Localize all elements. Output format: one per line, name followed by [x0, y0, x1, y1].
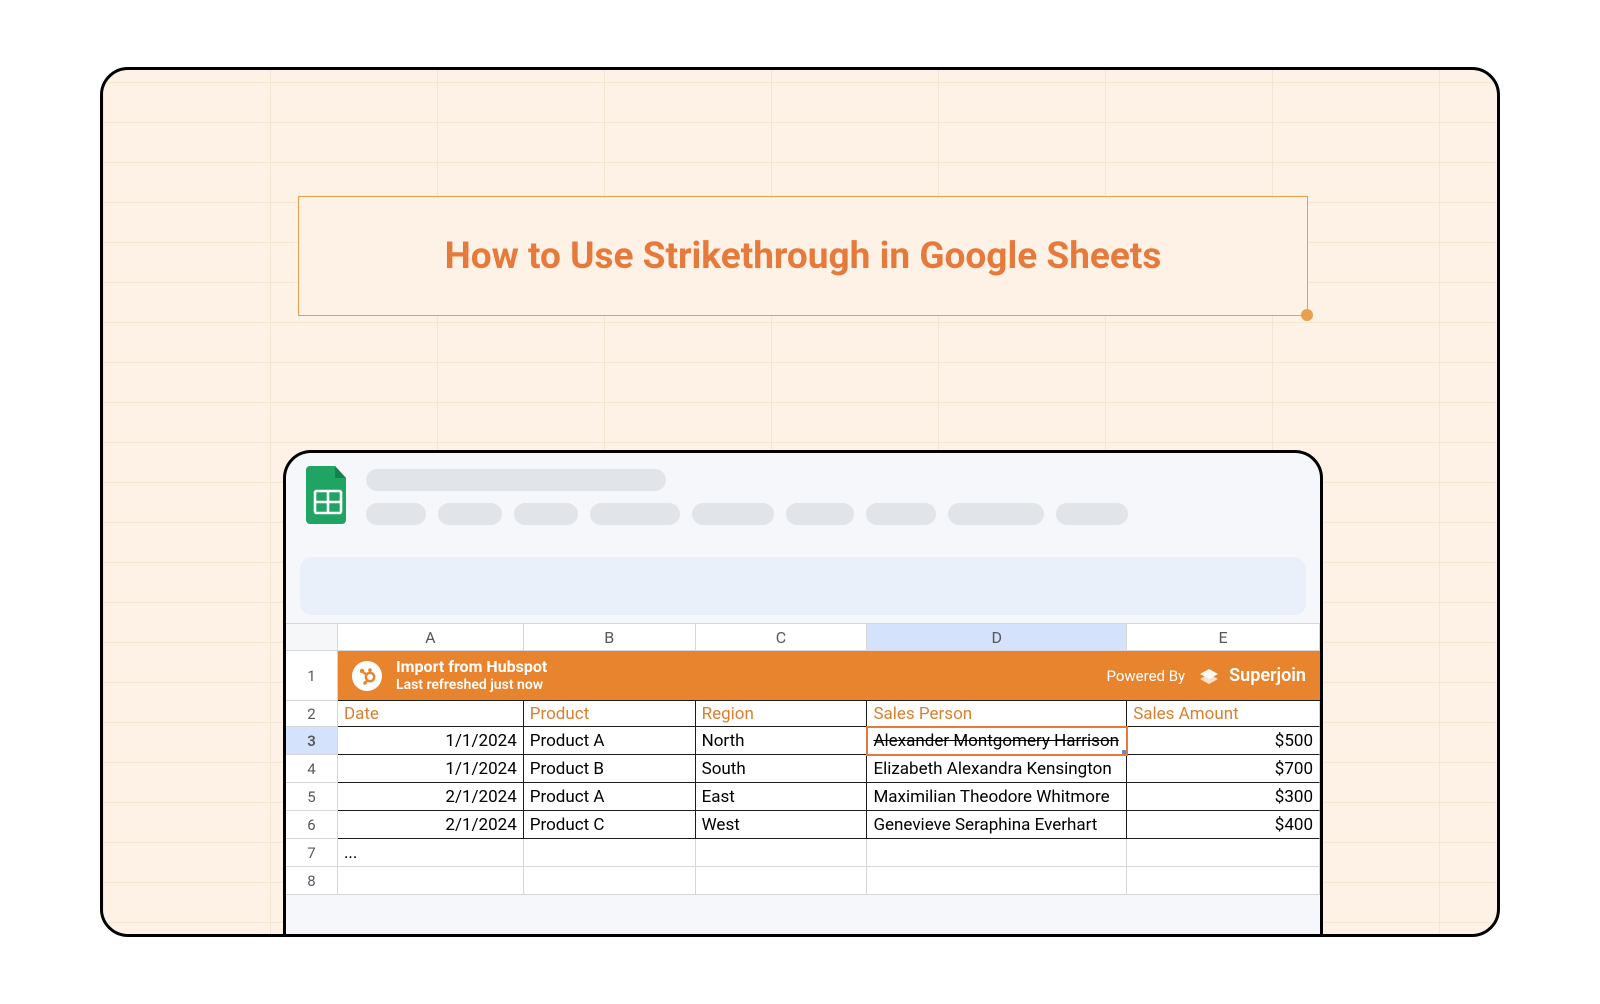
cell-empty[interactable] — [524, 839, 696, 867]
row-number[interactable]: 3 — [286, 727, 338, 755]
cell-sales-person[interactable]: Alexander Montgomery Harrison — [867, 727, 1127, 755]
header-date[interactable]: Date — [338, 701, 524, 727]
cell-region[interactable]: West — [696, 811, 868, 839]
row-number[interactable]: 1 — [286, 651, 338, 701]
cell-empty[interactable] — [867, 867, 1127, 895]
cell-date[interactable]: 2/1/2024 — [338, 783, 524, 811]
google-sheets-icon — [304, 465, 352, 525]
cell-product[interactable]: Product B — [524, 755, 696, 783]
cell-empty[interactable] — [1127, 839, 1320, 867]
table-row: 41/1/2024Product BSouthElizabeth Alexand… — [286, 755, 1320, 783]
menu-placeholders — [366, 503, 1302, 525]
menu-placeholder — [1056, 503, 1128, 525]
banner-text: Import from Hubspot Last refreshed just … — [396, 657, 1106, 695]
row-number[interactable]: 7 — [286, 839, 338, 867]
cell-region[interactable]: East — [696, 783, 868, 811]
column-header-d[interactable]: D — [867, 624, 1127, 650]
cell-date[interactable]: 2/1/2024 — [338, 811, 524, 839]
column-header-a[interactable]: A — [338, 624, 524, 650]
cell-product[interactable]: Product C — [524, 811, 696, 839]
header-product[interactable]: Product — [524, 701, 696, 727]
row-number[interactable]: 2 — [286, 701, 338, 727]
row-number[interactable]: 4 — [286, 755, 338, 783]
cell-region[interactable]: South — [696, 755, 868, 783]
cell-date[interactable]: 1/1/2024 — [338, 755, 524, 783]
column-header-c[interactable]: C — [696, 624, 868, 650]
cell-empty[interactable] — [867, 839, 1127, 867]
banner-right: Powered By Superjoin — [1106, 664, 1306, 688]
row-number[interactable]: 8 — [286, 867, 338, 895]
page-title: How to Use Strikethrough in Google Sheet… — [445, 235, 1162, 278]
banner-title: Import from Hubspot — [396, 657, 1106, 677]
row-number[interactable]: 5 — [286, 783, 338, 811]
banner-subtitle: Last refreshed just now — [396, 677, 1106, 695]
select-all-corner[interactable] — [286, 624, 338, 650]
header-sales-person[interactable]: Sales Person — [867, 701, 1127, 727]
header-placeholders — [366, 465, 1302, 525]
superjoin-logo: Superjoin — [1197, 664, 1306, 688]
cell-date[interactable]: 1/1/2024 — [338, 727, 524, 755]
menu-placeholder — [590, 503, 680, 525]
cell-sales-person[interactable]: Maximilian Theodore Whitmore — [867, 783, 1127, 811]
import-banner: Import from Hubspot Last refreshed just … — [338, 651, 1320, 701]
header-region[interactable]: Region — [696, 701, 868, 727]
table-row: 31/1/2024Product ANorthAlexander Montgom… — [286, 727, 1320, 755]
menu-placeholder — [438, 503, 502, 525]
menu-placeholder — [366, 503, 426, 525]
cell-empty[interactable] — [1127, 867, 1320, 895]
title-placeholder — [366, 469, 666, 491]
row-number[interactable]: 6 — [286, 811, 338, 839]
title-box: How to Use Strikethrough in Google Sheet… — [298, 196, 1308, 316]
menu-placeholder — [514, 503, 578, 525]
menu-placeholder — [692, 503, 774, 525]
cell-sales-person[interactable]: Elizabeth Alexandra Kensington — [867, 755, 1127, 783]
cell-sales-amount[interactable]: $300 — [1127, 783, 1320, 811]
app-header — [286, 453, 1320, 553]
spreadsheet: ABCDE 1 — [286, 623, 1320, 895]
cell-product[interactable]: Product A — [524, 727, 696, 755]
table-row: 62/1/2024Product CWestGenevieve Seraphin… — [286, 811, 1320, 839]
header-sales-amount[interactable]: Sales Amount — [1127, 701, 1320, 727]
cell-sales-amount[interactable]: $700 — [1127, 755, 1320, 783]
screenshot-frame: ABCDE 1 — [283, 450, 1323, 937]
menu-placeholder — [866, 503, 936, 525]
row-1: 1 Import from H — [286, 651, 1320, 701]
formula-bar[interactable] — [300, 557, 1306, 615]
column-header-b[interactable]: B — [524, 624, 696, 650]
hubspot-icon — [352, 661, 382, 691]
cell-region[interactable]: North — [696, 727, 868, 755]
cell-empty[interactable] — [696, 867, 868, 895]
menu-placeholder — [948, 503, 1044, 525]
cell-empty[interactable] — [696, 839, 868, 867]
table-row: 8 — [286, 867, 1320, 895]
column-headers-row: ABCDE — [286, 623, 1320, 651]
cell-empty[interactable] — [524, 867, 696, 895]
cell-sales-amount[interactable]: $500 — [1127, 727, 1320, 755]
powered-by-label: Powered By — [1106, 667, 1185, 685]
cell-empty[interactable]: ... — [338, 839, 524, 867]
cell-sales-person[interactable]: Genevieve Seraphina Everhart — [867, 811, 1127, 839]
table-row: 52/1/2024Product AEastMaximilian Theodor… — [286, 783, 1320, 811]
table-row: 7... — [286, 839, 1320, 867]
cell-empty[interactable] — [338, 867, 524, 895]
row-2: 2 Date Product Region Sales Person Sales… — [286, 701, 1320, 727]
column-header-e[interactable]: E — [1127, 624, 1320, 650]
cell-product[interactable]: Product A — [524, 783, 696, 811]
brand-name: Superjoin — [1229, 665, 1306, 686]
menu-placeholder — [786, 503, 854, 525]
tutorial-card: How to Use Strikethrough in Google Sheet… — [100, 67, 1500, 937]
cell-sales-amount[interactable]: $400 — [1127, 811, 1320, 839]
